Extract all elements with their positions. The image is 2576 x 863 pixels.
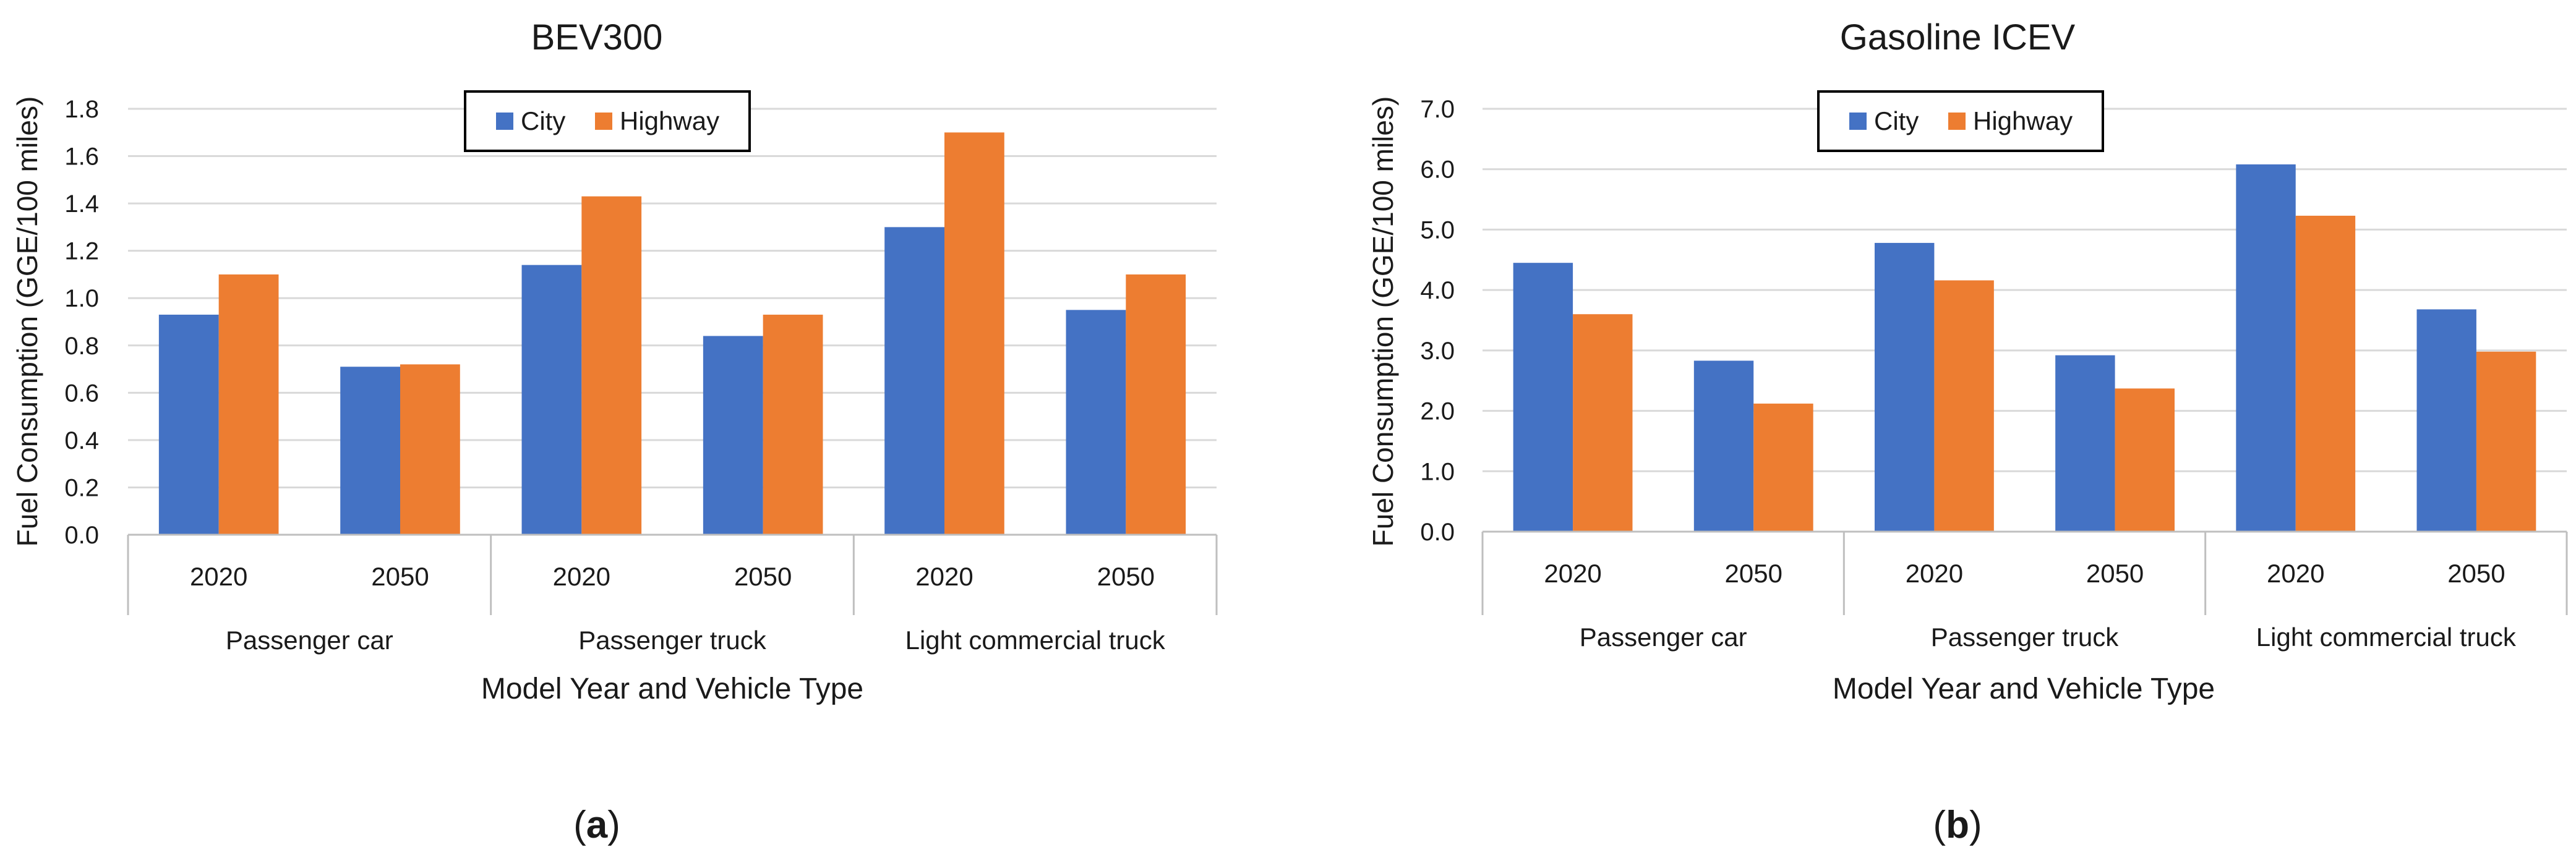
panel-label-close-paren: ) <box>1969 804 1982 846</box>
bar-city <box>521 265 582 535</box>
x-group-label: Light commercial truck <box>905 626 1166 655</box>
bar-highway <box>2115 388 2175 532</box>
y-tick-label: 7.0 <box>1420 96 1455 123</box>
y-tick-label: 5.0 <box>1420 216 1455 244</box>
x-tick-label: 2020 <box>553 562 610 591</box>
y-tick-label: 0.8 <box>64 333 99 360</box>
x-axis-title: Model Year and Vehicle Type <box>481 673 863 705</box>
panel-label: (a) <box>573 804 620 846</box>
legend-label: Highway <box>1973 106 2073 135</box>
x-tick-label: 2020 <box>1544 559 1601 588</box>
legend-swatch-highway <box>595 113 612 130</box>
y-tick-label: 3.0 <box>1420 338 1455 365</box>
x-tick-label: 2050 <box>1097 562 1155 591</box>
x-axis-title: Model Year and Vehicle Type <box>1833 673 2215 705</box>
bar-city <box>703 336 763 535</box>
legend-swatch-city <box>496 113 513 130</box>
bar-highway <box>400 364 460 535</box>
x-group-label: Light commercial truck <box>2256 623 2517 652</box>
x-tick-label: 2020 <box>190 562 247 591</box>
legend: City Highway <box>1817 90 2104 152</box>
panel-label-close-paren: ) <box>607 804 620 846</box>
y-tick-label: 1.6 <box>64 143 99 171</box>
legend-label: City <box>1874 106 1919 135</box>
panel-label-letter: a <box>586 804 608 846</box>
bar-city <box>2055 355 2115 532</box>
y-tick-label: 2.0 <box>1420 398 1455 425</box>
panel-label: (b) <box>1933 804 1982 846</box>
y-tick-label: 4.0 <box>1420 277 1455 304</box>
x-group-label: Passenger truck <box>1931 623 2119 652</box>
bar-city <box>2416 309 2476 532</box>
x-tick-label: 2020 <box>2267 559 2324 588</box>
x-tick-label: 2050 <box>2447 559 2505 588</box>
y-tick-label: 1.4 <box>64 190 99 218</box>
x-tick-label: 2050 <box>2086 559 2144 588</box>
y-tick-label: 1.8 <box>64 96 99 123</box>
bar-highway <box>581 196 642 535</box>
bar-highway <box>218 274 279 535</box>
bar-city <box>158 315 219 535</box>
panel-label-open-paren: ( <box>1933 804 1946 846</box>
y-tick-label: 0.6 <box>64 380 99 407</box>
x-group-label: Passenger car <box>226 626 393 655</box>
bar-city <box>1513 263 1573 532</box>
bar-city <box>1875 242 1935 532</box>
x-tick-label: 2020 <box>1906 559 1963 588</box>
chart-panel-b: Gasoline ICEV 0.0 1.0 2.0 3.0 4.0 5.0 6.0 7.0 202… <box>1367 17 2568 846</box>
y-axis-title: Fuel Consumption (GGE/100 miles) <box>1367 96 1399 547</box>
y-tick-label: 0.0 <box>1420 519 1455 546</box>
panel-label-open-paren: ( <box>573 804 586 846</box>
bar-highway <box>1573 314 1633 532</box>
bar-city <box>1066 310 1126 535</box>
y-axis-title: Fuel Consumption (GGE/100 miles) <box>11 96 43 547</box>
chart-title: Gasoline ICEV <box>1840 17 2076 57</box>
panel-label-letter: b <box>1946 804 1969 846</box>
legend-swatch-city <box>1849 113 1867 130</box>
legend: City Highway <box>464 90 751 152</box>
y-tick-label: 0.0 <box>64 522 99 549</box>
legend-label: Highway <box>620 106 719 135</box>
y-tick-label: 0.2 <box>64 474 99 501</box>
bar-city <box>340 367 400 535</box>
x-group-label: Passenger car <box>1580 623 1747 652</box>
y-tick-label: 6.0 <box>1420 156 1455 184</box>
y-tick-label: 1.0 <box>1420 458 1455 485</box>
bar-highway <box>1934 280 1994 532</box>
x-tick-label: 2050 <box>1725 559 1782 588</box>
bar-highway <box>2476 351 2536 532</box>
bar-highway <box>1753 403 1813 532</box>
x-group-label: Passenger truck <box>578 626 766 655</box>
x-tick-label: 2020 <box>915 562 973 591</box>
bar-city <box>1693 360 1754 532</box>
y-tick-label: 1.0 <box>64 285 99 312</box>
legend-swatch-highway <box>1948 113 1966 130</box>
chart-title: BEV300 <box>531 17 663 57</box>
bar-highway <box>944 132 1004 535</box>
y-tick-label: 1.2 <box>64 238 99 265</box>
bar-city <box>2236 164 2296 532</box>
y-tick-label: 0.4 <box>64 427 99 454</box>
bar-highway <box>763 315 823 535</box>
x-tick-label: 2050 <box>371 562 429 591</box>
bar-highway <box>2295 215 2356 532</box>
bar-city <box>884 227 944 535</box>
legend-label: City <box>521 106 565 135</box>
chart-panel-a: BEV300 0.0 0.2 0.4 0.6 0.8 1.0 1.2 1.4 1.6 1.8 2020… <box>11 17 1218 846</box>
x-tick-label: 2050 <box>734 562 792 591</box>
bar-highway <box>1126 274 1186 535</box>
